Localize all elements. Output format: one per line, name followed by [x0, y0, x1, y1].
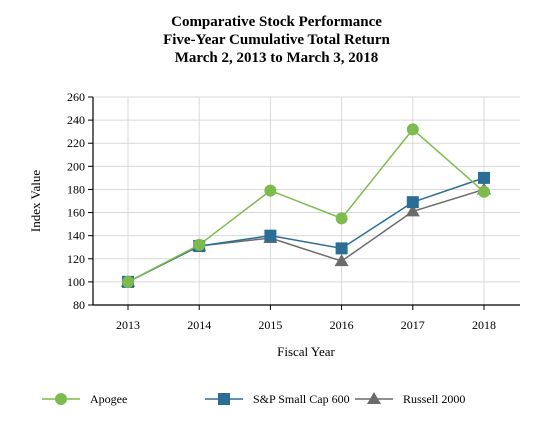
x-tick-label: 2017: [401, 318, 425, 332]
series-apogee: [122, 123, 490, 288]
chart-title: Comparative Stock Performance: [171, 14, 382, 30]
legend-label-apogee: Apogee: [90, 392, 127, 406]
data-point-apogee-2018: [478, 185, 490, 198]
legend-label-russell-2000: Russell 2000: [403, 392, 465, 406]
legend-marker-s-p-small-cap-600: [218, 393, 230, 405]
chart-subtitle-1: Five-Year Cumulative Total Return: [163, 32, 390, 48]
y-tick-label: 220: [67, 136, 85, 150]
legend-item-s-p-small-cap-600: S&P Small Cap 600: [205, 392, 350, 406]
y-tick-label: 260: [67, 90, 85, 104]
axis-layer: 80 100 120 140 160 180 200 220 240 260 2013 2014 201…: [67, 90, 520, 332]
y-axis-label: Index Value: [28, 170, 43, 232]
data-point-russell-2000-2017: [405, 204, 420, 217]
legend-label-s-p-small-cap-600: S&P Small Cap 600: [253, 392, 350, 406]
data-point-apogee-2014: [193, 238, 206, 251]
data-point-s-p-small-cap-600-2018: [478, 171, 490, 184]
data-point-apogee-2015: [264, 184, 277, 197]
series-line-s-p-small-cap-600: [127, 177, 485, 283]
data-point-s-p-small-cap-600-2017: [406, 196, 419, 209]
y-tick-label: 140: [67, 229, 85, 243]
y-tick-label: 80: [73, 298, 85, 312]
chart-subtitle-2: March 2, 2013 to March 3, 2018: [174, 50, 379, 66]
data-point-apogee-2017: [406, 123, 419, 136]
x-tick-label: 2014: [187, 318, 211, 332]
series-layer: [121, 123, 491, 288]
data-point-s-p-small-cap-600-2015: [264, 229, 277, 242]
legend-item-russell-2000: Russell 2000: [355, 392, 465, 406]
x-tick-label: 2016: [330, 318, 354, 332]
legend-item-apogee: Apogee: [42, 392, 127, 406]
x-tick-label: 2013: [116, 318, 140, 332]
y-tick-label: 240: [67, 113, 85, 127]
x-axis-label: Fiscal Year: [277, 344, 335, 359]
legend-marker-apogee: [55, 393, 67, 405]
grid-layer: [93, 96, 520, 306]
y-tick-label: 120: [67, 252, 85, 266]
x-tick-label: 2015: [258, 318, 282, 332]
data-point-apogee-2013: [122, 275, 134, 288]
data-point-apogee-2016: [335, 212, 348, 225]
y-tick-label: 200: [67, 159, 85, 173]
y-tick-label: 180: [67, 182, 85, 196]
y-tick-label: 100: [67, 275, 85, 289]
series-line-apogee: [127, 128, 485, 283]
y-tick-label: 160: [67, 206, 85, 220]
data-point-s-p-small-cap-600-2016: [335, 242, 348, 255]
data-point-russell-2000-2016: [334, 254, 349, 267]
legend-marker-russell-2000: [367, 392, 381, 404]
legend: Apogee S&P Small Cap 600 Russell 2000: [42, 392, 465, 406]
x-tick-label: 2018: [472, 318, 496, 332]
series-russell-2000: [121, 182, 491, 287]
